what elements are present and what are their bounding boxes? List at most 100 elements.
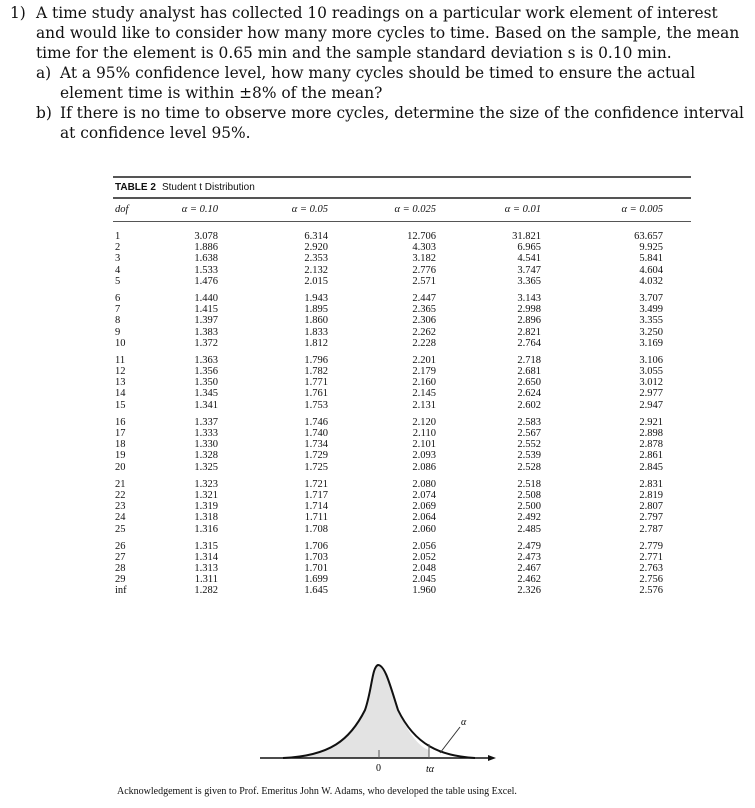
dof-cell: 13	[115, 377, 126, 389]
dof-cell: 2	[115, 242, 121, 254]
table-row: 24 1.318 1.711 2.064 2.492 2.797	[113, 512, 691, 523]
value-cell: 1.645	[304, 585, 328, 597]
value-cell: 5.841	[639, 253, 663, 265]
dof-cell: 6	[115, 292, 121, 304]
table-label: TABLE 2	[115, 182, 156, 193]
value-cell: 1.740	[304, 428, 328, 439]
value-cell: 2.779	[639, 540, 663, 552]
part-b-label: b)	[36, 104, 52, 122]
value-cell: 3.747	[517, 264, 541, 276]
value-cell: 6.965	[517, 242, 541, 254]
value-cell: 1.943	[304, 292, 328, 304]
value-cell: 2.015	[304, 275, 328, 287]
value-cell: 2.763	[639, 563, 663, 575]
table-header: dof α = 0.10 α = 0.05 α = 0.025 α = 0.01…	[113, 199, 691, 221]
zero-label: 0	[376, 763, 381, 774]
value-cell: 2.353	[304, 253, 328, 265]
value-cell: 3.055	[639, 366, 663, 378]
value-cell: 9.925	[639, 242, 663, 254]
part-b-text: If there is no time to observe more cycl…	[60, 104, 744, 142]
value-cell: 2.145	[412, 388, 436, 400]
value-cell: 2.056	[412, 540, 436, 552]
value-cell: 1.350	[194, 377, 218, 389]
value-cell: 2.718	[517, 354, 541, 366]
value-cell: 2.508	[517, 489, 541, 501]
table-row: 26 1.315 1.706 2.056 2.479 2.779	[113, 541, 691, 552]
value-cell: 2.201	[412, 354, 436, 366]
value-cell: 2.467	[517, 563, 541, 575]
value-cell: 2.797	[639, 512, 663, 524]
value-cell: 6.314	[304, 231, 328, 242]
value-cell: 1.282	[194, 585, 218, 597]
dof-cell: 8	[115, 315, 121, 327]
table-row: 13 1.350 1.771 2.160 2.650 3.012	[113, 377, 691, 388]
value-cell: 2.896	[517, 315, 541, 327]
value-cell: 2.060	[412, 523, 436, 535]
value-cell: 1.960	[412, 585, 436, 597]
table-row: 14 1.345 1.761 2.145 2.624 2.977	[113, 388, 691, 399]
value-cell: 1.383	[194, 326, 218, 338]
value-cell: 1.319	[194, 501, 218, 513]
value-cell: 1.533	[194, 264, 218, 276]
value-cell: 2.776	[412, 264, 436, 276]
value-cell: 1.833	[304, 326, 328, 338]
value-cell: 2.819	[639, 489, 663, 501]
dof-cell: 19	[115, 450, 126, 462]
value-cell: 2.080	[412, 478, 436, 490]
value-cell: 2.132	[304, 264, 328, 276]
t-distribution-figure: 0 tα α	[260, 663, 496, 775]
dof-cell: 18	[115, 439, 126, 451]
value-cell: 2.074	[412, 489, 436, 501]
question-number: 1)	[10, 4, 26, 22]
value-cell: 1.323	[194, 478, 218, 490]
value-cell: 2.120	[412, 416, 436, 428]
value-cell: 2.898	[639, 428, 663, 439]
value-cell: 2.977	[639, 388, 663, 400]
value-cell: 2.583	[517, 416, 541, 428]
table-row: 5 1.476 2.015 2.571 3.365 4.032	[113, 276, 691, 287]
dof-cell: 12	[115, 366, 126, 378]
table-row: 10 1.372 1.812 2.228 2.764 3.169	[113, 338, 691, 349]
value-cell: 2.069	[412, 501, 436, 513]
value-cell: 2.998	[517, 304, 541, 316]
table-row: 2 1.886 2.920 4.303 6.965 9.925	[113, 242, 691, 253]
value-cell: 2.681	[517, 366, 541, 378]
value-cell: 1.708	[304, 523, 328, 535]
dof-cell: 11	[115, 354, 126, 366]
value-cell: 2.764	[517, 337, 541, 349]
table-body: 1 3.078 6.314 12.706 31.821 63.657 2 1.886 2.920…	[113, 231, 691, 597]
table-row: 17 1.333 1.740 2.110 2.567 2.898	[113, 428, 691, 439]
dof-cell: 23	[115, 501, 126, 513]
value-cell: 1.415	[194, 304, 218, 316]
value-cell: 3.078	[194, 231, 218, 242]
value-cell: 1.321	[194, 489, 218, 501]
value-cell: 1.638	[194, 253, 218, 265]
value-cell: 2.093	[412, 450, 436, 462]
table-row: 1 3.078 6.314 12.706 31.821 63.657	[113, 231, 691, 242]
value-cell: 1.812	[304, 337, 328, 349]
dof-cell: inf	[115, 585, 127, 597]
value-cell: 1.725	[304, 461, 328, 473]
value-cell: 1.699	[304, 574, 328, 586]
value-cell: 1.316	[194, 523, 218, 535]
dof-cell: 22	[115, 489, 126, 501]
dof-cell: 10	[115, 337, 126, 349]
value-cell: 3.365	[517, 275, 541, 287]
value-cell: 1.746	[304, 416, 328, 428]
value-cell: 1.372	[194, 337, 218, 349]
value-cell: 2.447	[412, 292, 436, 304]
table-row: 9 1.383 1.833 2.262 2.821 3.250	[113, 327, 691, 338]
value-cell: 1.337	[194, 416, 218, 428]
value-cell: 2.326	[517, 585, 541, 597]
dof-cell: 25	[115, 523, 126, 535]
value-cell: 2.052	[412, 551, 436, 563]
dof-cell: 3	[115, 253, 121, 265]
dof-cell: 20	[115, 461, 126, 473]
value-cell: 2.492	[517, 512, 541, 524]
value-cell: 1.753	[304, 399, 328, 411]
value-cell: 2.086	[412, 461, 436, 473]
dof-cell: 29	[115, 574, 126, 586]
value-cell: 1.328	[194, 450, 218, 462]
dof-cell: 26	[115, 540, 126, 552]
value-cell: 3.012	[639, 377, 663, 389]
